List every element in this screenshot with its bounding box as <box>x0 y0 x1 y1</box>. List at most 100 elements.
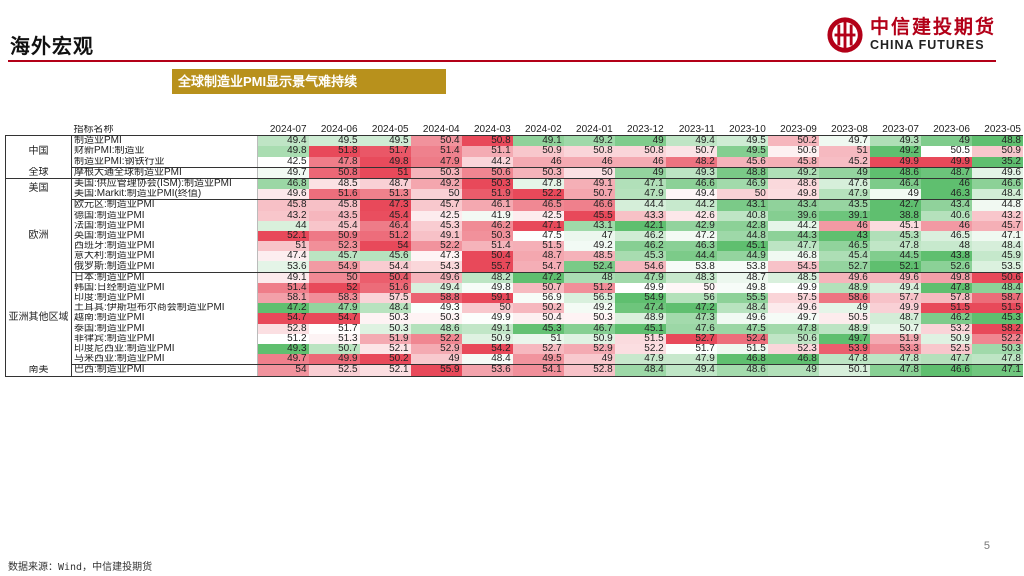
pmi-value-cell: 52.1 <box>869 261 921 273</box>
pmi-value-cell: 51.1 <box>461 146 513 157</box>
table-row: 泰国:制造业PMI 52.8 51.7 50.3 48.6 49.1 45.3 46.7 45.… <box>6 323 1023 334</box>
pmi-value-cell: 49.1 <box>257 272 309 283</box>
pmi-value-cell: 47.9 <box>308 303 360 314</box>
indicator-name: 英国:制造业PMI <box>71 230 258 242</box>
pmi-value-cell: 52.7 <box>665 333 717 344</box>
pmi-value-cell: 58.6 <box>818 293 870 304</box>
pmi-value-cell: 49.7 <box>257 167 309 179</box>
pmi-value-cell: 48.5 <box>308 178 360 190</box>
date-header: 2023-09 <box>767 125 819 137</box>
pmi-value-cell: 49.2 <box>563 135 615 147</box>
pmi-value-cell: 45.9 <box>971 251 1023 262</box>
pmi-value-cell: 58.7 <box>971 293 1023 304</box>
pmi-value-cell: 39.1 <box>818 210 870 221</box>
pmi-value-cell: 48.6 <box>869 167 921 179</box>
pmi-value-cell: 49.6 <box>869 272 921 283</box>
pmi-value-cell: 54.4 <box>359 261 411 273</box>
pmi-value-cell: 50.2 <box>767 135 819 147</box>
pmi-value-cell: 47.7 <box>767 241 819 252</box>
pmi-value-cell: 44.8 <box>971 199 1023 211</box>
indicator-name: 意大利:制造业PMI <box>71 251 258 262</box>
pmi-value-cell: 48.7 <box>512 251 564 262</box>
pmi-value-cell: 42.5 <box>512 210 564 221</box>
pmi-value-cell: 48.9 <box>818 323 870 334</box>
pmi-value-cell: 50.3 <box>410 167 462 179</box>
pmi-value-cell: 49.3 <box>410 303 462 314</box>
pmi-value-cell: 48.5 <box>563 251 615 262</box>
pmi-value-cell: 47.1 <box>614 178 666 190</box>
pmi-value-cell: 49.5 <box>359 135 411 147</box>
pmi-value-cell: 48.9 <box>614 313 666 324</box>
pmi-value-cell: 49.9 <box>920 156 972 168</box>
data-source-note: 数据来源：Wind，中信建投期货 <box>8 562 153 573</box>
pmi-value-cell: 46.5 <box>512 199 564 211</box>
pmi-value-cell: 46.8 <box>767 354 819 366</box>
table-row: 意大利:制造业PMI 47.4 45.7 45.6 47.3 50.4 48.7 48.5 45… <box>6 251 1023 262</box>
pmi-value-cell: 43.2 <box>257 210 309 221</box>
pmi-value-cell: 44.3 <box>767 230 819 242</box>
pmi-value-cell: 46.7 <box>563 323 615 334</box>
pmi-value-cell: 52.3 <box>767 343 819 355</box>
pmi-value-cell: 50 <box>716 189 768 201</box>
pmi-value-cell: 45.3 <box>971 313 1023 324</box>
date-header: 2023-08 <box>818 125 870 137</box>
pmi-value-cell: 50.3 <box>461 230 513 242</box>
date-header: 2023-11 <box>665 125 717 137</box>
pmi-value-cell: 43.2 <box>971 210 1023 221</box>
table-row: 英国:制造业PMI 52.1 50.9 51.2 49.1 50.3 47.5 47 46.2 4… <box>6 230 1023 242</box>
pmi-value-cell: 44.2 <box>665 199 717 211</box>
pmi-value-cell: 52.6 <box>920 261 972 273</box>
pmi-value-cell: 49.9 <box>869 156 921 168</box>
pmi-value-cell: 47.4 <box>257 251 309 262</box>
table-row: 越南:制造业PMI 54.7 54.7 50.3 50.3 49.9 50.4 50.3 48.… <box>6 313 1023 324</box>
pmi-value-cell: 53.6 <box>257 261 309 273</box>
date-header: 2024-04 <box>410 125 462 137</box>
pmi-value-cell: 50.4 <box>461 251 513 262</box>
pmi-value-cell: 48.4 <box>971 189 1023 201</box>
pmi-value-cell: 55.5 <box>716 293 768 304</box>
pmi-value-cell: 50.6 <box>971 272 1023 283</box>
pmi-value-cell: 49.9 <box>308 354 360 366</box>
pmi-value-cell: 47.9 <box>614 272 666 283</box>
pmi-value-cell: 47.1 <box>512 220 564 231</box>
page-number: 5 <box>983 540 990 552</box>
pmi-value-cell: 52.9 <box>410 343 462 355</box>
pmi-value-cell: 51.2 <box>257 333 309 344</box>
pmi-value-cell: 45.3 <box>869 230 921 242</box>
pmi-value-cell: 50.3 <box>359 323 411 334</box>
pmi-value-cell: 47.8 <box>512 178 564 190</box>
pmi-value-cell: 51 <box>818 146 870 157</box>
pmi-value-cell: 46.5 <box>818 241 870 252</box>
pmi-value-cell: 45.4 <box>818 251 870 262</box>
table-body: 中国 制造业PMI 49.4 49.5 49.5 50.4 50.8 49.1 49.2 49 49… <box>5 135 1023 377</box>
pmi-value-cell: 49.8 <box>920 272 972 283</box>
pmi-value-cell: 43.8 <box>920 251 972 262</box>
pmi-value-cell: 46.6 <box>665 178 717 190</box>
pmi-value-cell: 49.4 <box>257 135 309 147</box>
pmi-value-cell: 50.3 <box>512 167 564 179</box>
pmi-value-cell: 49.8 <box>257 146 309 157</box>
indicator-name: 欧元区:制造业PMI <box>71 199 258 211</box>
pmi-value-cell: 52.1 <box>359 364 411 377</box>
indicator-name: 泰国:制造业PMI <box>71 323 258 334</box>
table-row: 印度:制造业PMI 58.1 58.3 57.5 58.8 59.1 56.9 56.5 54.… <box>6 293 1023 304</box>
pmi-value-cell: 52.9 <box>563 343 615 355</box>
pmi-value-cell: 50.3 <box>359 313 411 324</box>
pmi-value-cell: 50.7 <box>869 323 921 334</box>
pmi-value-cell: 47.8 <box>818 354 870 366</box>
pmi-value-cell: 40.6 <box>920 210 972 221</box>
pmi-value-cell: 43.4 <box>920 199 972 211</box>
date-header: 2024-05 <box>359 125 411 137</box>
pmi-value-cell: 42.8 <box>716 220 768 231</box>
pmi-value-cell: 45.8 <box>767 156 819 168</box>
pmi-value-cell: 48.4 <box>614 364 666 377</box>
pmi-value-cell: 54 <box>359 241 411 252</box>
pmi-value-cell: 49.6 <box>971 167 1023 179</box>
pmi-value-cell: 49.9 <box>869 303 921 314</box>
pmi-value-cell: 40.8 <box>716 210 768 221</box>
pmi-value-cell: 46.4 <box>359 220 411 231</box>
pmi-value-cell: 51.7 <box>308 323 360 334</box>
pmi-value-cell: 49.6 <box>410 272 462 283</box>
company-logo: 中信建投期货 CHINA FUTURES <box>826 16 996 54</box>
pmi-value-cell: 50.7 <box>308 343 360 355</box>
